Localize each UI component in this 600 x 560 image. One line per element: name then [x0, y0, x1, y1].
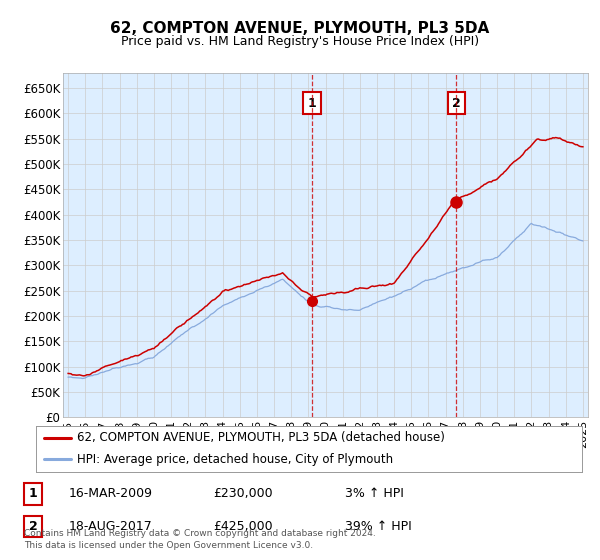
Text: 16-MAR-2009: 16-MAR-2009 [69, 487, 153, 501]
Text: 1: 1 [29, 487, 37, 501]
Text: 2: 2 [29, 520, 37, 533]
Text: Price paid vs. HM Land Registry's House Price Index (HPI): Price paid vs. HM Land Registry's House … [121, 35, 479, 48]
Text: 62, COMPTON AVENUE, PLYMOUTH, PL3 5DA (detached house): 62, COMPTON AVENUE, PLYMOUTH, PL3 5DA (d… [77, 432, 445, 445]
Text: 2: 2 [452, 97, 461, 110]
Text: £230,000: £230,000 [213, 487, 272, 501]
Text: 3% ↑ HPI: 3% ↑ HPI [345, 487, 404, 501]
Text: Contains HM Land Registry data © Crown copyright and database right 2024.
This d: Contains HM Land Registry data © Crown c… [24, 529, 376, 550]
Text: 39% ↑ HPI: 39% ↑ HPI [345, 520, 412, 533]
Text: HPI: Average price, detached house, City of Plymouth: HPI: Average price, detached house, City… [77, 452, 393, 465]
Text: 62, COMPTON AVENUE, PLYMOUTH, PL3 5DA: 62, COMPTON AVENUE, PLYMOUTH, PL3 5DA [110, 21, 490, 36]
Text: 1: 1 [308, 97, 316, 110]
Text: £425,000: £425,000 [213, 520, 272, 533]
Text: 18-AUG-2017: 18-AUG-2017 [69, 520, 153, 533]
